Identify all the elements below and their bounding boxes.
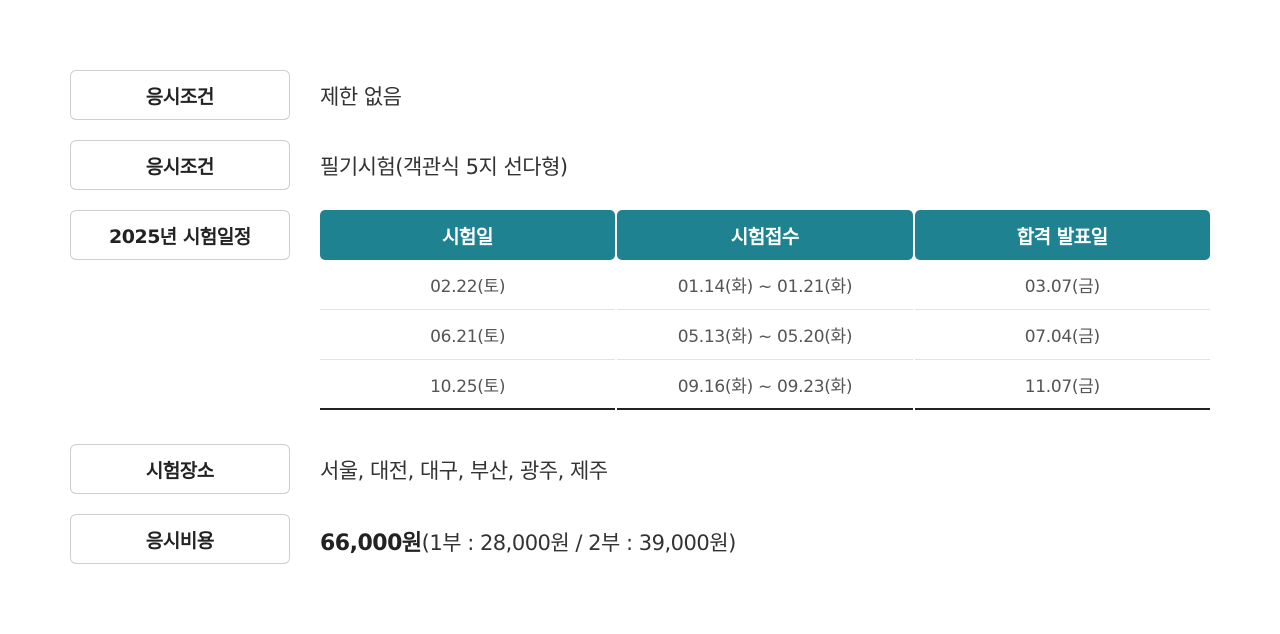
header-exam-date: 시험일	[320, 210, 616, 260]
method-row: 응시조건	[70, 140, 290, 190]
condition-label: 응시조건	[70, 70, 290, 120]
schedule-table: 시험일 시험접수 합격 발표일 02.22(토) 01.14(화) ~ 01.2…	[320, 210, 1210, 410]
header-result-date: 합격 발표일	[914, 210, 1210, 260]
table-row: 10.25(토) 09.16(화) ~ 09.23(화) 11.07(금)	[320, 360, 1210, 410]
condition-value: 제한 없음	[320, 85, 402, 109]
fee-total: 66,000원	[320, 531, 422, 556]
schedule-row: 2025년 시험일정	[70, 210, 290, 260]
table-row: 06.21(토) 05.13(화) ~ 05.20(화) 07.04(금)	[320, 310, 1210, 360]
condition-row: 응시조건	[70, 70, 290, 120]
schedule-label: 2025년 시험일정	[70, 210, 290, 260]
table-row: 02.22(토) 01.14(화) ~ 01.21(화) 03.07(금)	[320, 260, 1210, 310]
result-date-cell: 11.07(금)	[914, 360, 1210, 410]
result-date-cell: 07.04(금)	[914, 310, 1210, 360]
header-registration: 시험접수	[617, 210, 913, 260]
fee-row: 응시비용	[70, 514, 290, 564]
exam-date-cell: 06.21(토)	[320, 310, 616, 360]
fee-detail: (1부 : 28,000원 / 2부 : 39,000원)	[421, 531, 737, 555]
registration-cell: 05.13(화) ~ 05.20(화)	[617, 310, 913, 360]
result-date-cell: 03.07(금)	[914, 260, 1210, 310]
method-label: 응시조건	[70, 140, 290, 190]
fee-value: 66,000원(1부 : 28,000원 / 2부 : 39,000원)	[320, 525, 736, 557]
location-row: 시험장소	[70, 444, 290, 494]
exam-date-cell: 02.22(토)	[320, 260, 616, 310]
schedule-table-header: 시험일 시험접수 합격 발표일	[320, 210, 1210, 260]
method-value: 필기시험(객관식 5지 선다형)	[320, 155, 568, 179]
fee-label: 응시비용	[70, 514, 290, 564]
location-value: 서울, 대전, 대구, 부산, 광주, 제주	[320, 459, 608, 483]
registration-cell: 01.14(화) ~ 01.21(화)	[617, 260, 913, 310]
registration-cell: 09.16(화) ~ 09.23(화)	[617, 360, 913, 410]
location-label: 시험장소	[70, 444, 290, 494]
exam-date-cell: 10.25(토)	[320, 360, 616, 410]
